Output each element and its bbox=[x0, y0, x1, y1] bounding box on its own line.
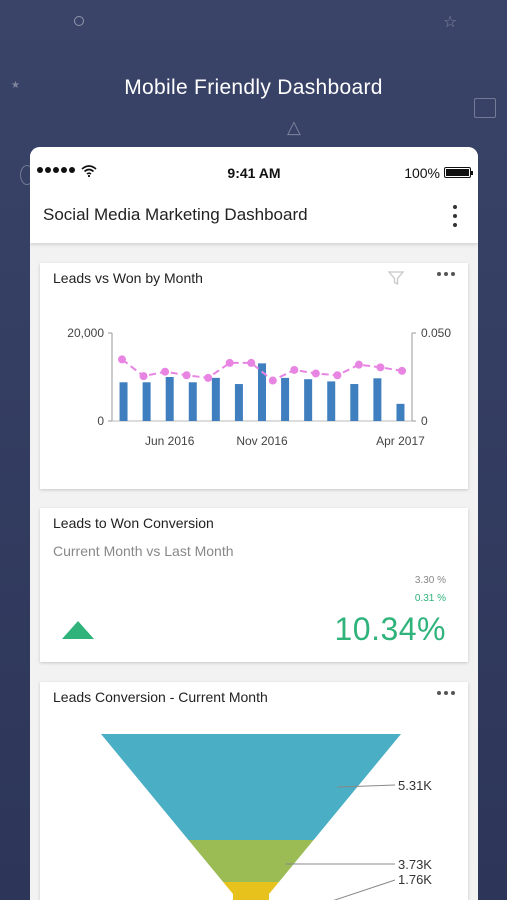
line-point bbox=[333, 371, 342, 380]
card-menu-icon[interactable] bbox=[437, 691, 455, 695]
bar-mark bbox=[142, 382, 151, 421]
bar-mark bbox=[165, 377, 174, 421]
line-point bbox=[118, 355, 126, 364]
leads-funnel-card: Leads Conversion - Current Month 5.31K 3.… bbox=[40, 682, 468, 900]
line-point bbox=[398, 366, 406, 375]
status-time: 9:41 AM bbox=[227, 165, 281, 181]
line-point bbox=[290, 365, 299, 374]
star-decoration-icon: ☆ bbox=[443, 12, 458, 31]
line-point bbox=[182, 371, 191, 380]
small-star-decoration-icon: ★ bbox=[11, 80, 20, 91]
bar-mark bbox=[258, 363, 266, 421]
line-point bbox=[139, 372, 148, 381]
line-point bbox=[225, 358, 234, 367]
leads-vs-won-card: Leads vs Won by Month 20,000 0.050 0 0 Jun 2… bbox=[40, 263, 468, 489]
line-point bbox=[204, 373, 213, 382]
trend-up-icon bbox=[62, 621, 94, 639]
status-bar: 9:41 AM 100% bbox=[30, 147, 478, 193]
bar-mark bbox=[373, 378, 382, 421]
dashboard-title: Social Media Marketing Dashboard bbox=[43, 205, 308, 224]
line-point bbox=[311, 369, 320, 378]
x-tick-label: Apr 2017 bbox=[376, 434, 425, 448]
bar-mark bbox=[396, 403, 405, 421]
page-headline: Mobile Friendly Dashboard bbox=[124, 76, 383, 99]
line-point bbox=[376, 363, 385, 372]
filter-icon[interactable] bbox=[388, 270, 404, 286]
app-bar: Social Media Marketing Dashboard bbox=[30, 193, 478, 243]
card-title: Leads vs Won by Month bbox=[53, 270, 203, 286]
funnel-stage bbox=[223, 882, 279, 900]
chart-decoration-icon bbox=[474, 98, 496, 118]
last-month-value: 3.30 % bbox=[414, 575, 446, 586]
card-title: Leads to Won Conversion bbox=[53, 515, 214, 531]
funnel-leader-line bbox=[333, 879, 396, 900]
funnel-stage-label: 1.76K bbox=[398, 872, 432, 887]
x-tick-label: Jun 2016 bbox=[145, 434, 195, 448]
bar-mark bbox=[188, 382, 197, 421]
battery-icon bbox=[444, 167, 473, 178]
funnel-leader-line bbox=[337, 784, 396, 788]
conversion-kpi-card: Leads to Won Conversion Current Month vs… bbox=[40, 508, 468, 662]
card-menu-icon[interactable] bbox=[437, 272, 455, 276]
y-right-tick-label: 0 bbox=[421, 414, 428, 428]
funnel-stage bbox=[188, 840, 314, 882]
signal-strength-icon bbox=[37, 167, 75, 173]
bar-mark bbox=[304, 379, 313, 421]
circle-decoration-icon bbox=[74, 16, 84, 26]
bar-mark bbox=[211, 377, 220, 421]
leads-vs-won-chart: 20,000 0.050 0 0 Jun 2016 Nov 2016 Apr 2017 bbox=[67, 326, 451, 448]
card-title: Leads Conversion - Current Month bbox=[53, 689, 268, 705]
phone-screen: 9:41 AM 100% Social Media Marketing Dash… bbox=[30, 147, 478, 900]
bar-mark bbox=[281, 377, 290, 421]
wifi-icon bbox=[81, 165, 97, 177]
x-tick-label: Nov 2016 bbox=[236, 434, 288, 448]
y-right-tick-label: 0.050 bbox=[421, 326, 451, 340]
funnel-stage-label: 3.73K bbox=[398, 857, 432, 872]
funnel-stage-label: 5.31K bbox=[398, 778, 432, 793]
bar-mark bbox=[119, 382, 128, 421]
more-options-icon[interactable] bbox=[446, 203, 464, 229]
line-point bbox=[268, 376, 277, 385]
bar-mark bbox=[234, 384, 243, 421]
change-value: 0.31 % bbox=[414, 593, 446, 604]
kpi-value: 10.34% bbox=[334, 611, 446, 647]
battery-percent: 100% bbox=[404, 165, 440, 181]
y-left-tick-label: 0 bbox=[97, 414, 104, 428]
line-point bbox=[247, 358, 256, 367]
bar-mark bbox=[350, 384, 359, 421]
line-point bbox=[354, 360, 363, 369]
y-left-tick-label: 20,000 bbox=[67, 326, 104, 340]
line-point bbox=[161, 367, 170, 376]
funnel-stage bbox=[101, 734, 401, 840]
triangle-decoration-icon: △ bbox=[287, 117, 301, 138]
kpi-subtitle: Current Month vs Last Month bbox=[53, 543, 234, 559]
bar-mark bbox=[327, 381, 336, 421]
